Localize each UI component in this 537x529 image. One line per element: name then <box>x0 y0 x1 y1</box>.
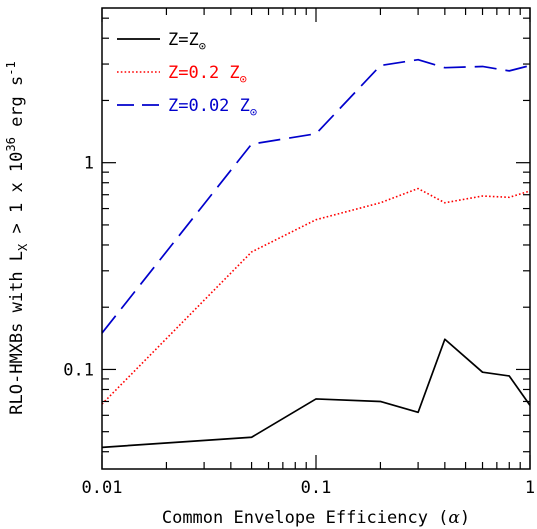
x-axis-label: Common Envelope Efficiency (α) <box>162 508 470 528</box>
plot-area <box>102 58 530 449</box>
x-tick-label: 1 <box>525 478 535 498</box>
series-line-2 <box>102 187 530 405</box>
legend-label-3: Z=0.02 Z⊙ <box>168 96 257 119</box>
y-tick-label: 0.1 <box>63 360 94 380</box>
axis-ticks <box>101 8 531 469</box>
x-tick-label: 0.1 <box>301 478 332 498</box>
legend: Z=Z⊙ Z=0.2 Z⊙ Z=0.02 Z⊙ <box>117 30 257 119</box>
series-line-1 <box>102 338 530 449</box>
y-axis-label: RLO-HMXBs with LX > 1 x 1036 erg s-1 <box>4 61 30 414</box>
y-tick-label: 1 <box>84 154 94 174</box>
legend-label-2: Z=0.2 Z⊙ <box>168 63 247 86</box>
x-tick-label: 0.01 <box>82 478 123 498</box>
series-line-3 <box>102 58 530 334</box>
tick-labels: 0.01 0.1 1 0.1 1 <box>63 154 535 498</box>
legend-label-1: Z=Z⊙ <box>168 30 206 53</box>
